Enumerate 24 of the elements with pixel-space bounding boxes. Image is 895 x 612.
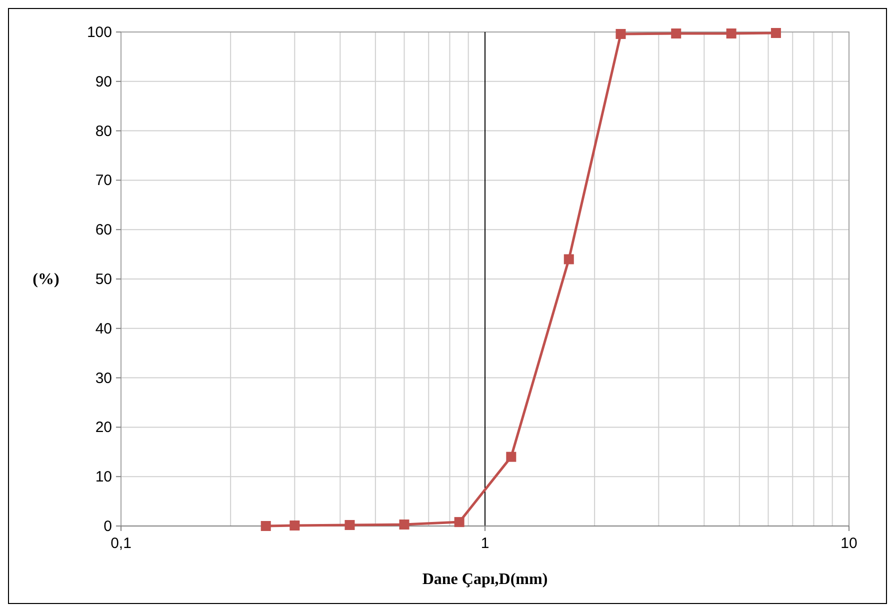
y-tick-label: 0 xyxy=(104,518,112,535)
y-tick-label: 60 xyxy=(95,222,112,239)
y-tick-label: 30 xyxy=(95,370,112,387)
x-tick-label: 10 xyxy=(840,535,858,552)
point xyxy=(726,28,736,38)
y-tick-label: 100 xyxy=(86,24,112,41)
y-axis-title: (%) xyxy=(32,271,60,288)
point xyxy=(454,517,464,528)
point xyxy=(399,520,410,530)
x-tick-label: 0,1 xyxy=(110,535,132,552)
y-tick-label: 40 xyxy=(95,320,112,338)
point xyxy=(290,520,300,531)
point xyxy=(564,254,574,264)
y-tick-label: 90 xyxy=(95,73,112,90)
y-tick-label: 80 xyxy=(95,122,112,140)
y-tick-label: 50 xyxy=(95,271,112,288)
point xyxy=(616,28,626,39)
y-tick-label: 10 xyxy=(95,468,112,486)
x-tick-label: 1 xyxy=(480,535,490,552)
x-axis-title: Dane Çapı,D(mm) xyxy=(422,571,548,588)
y-tick-label: 70 xyxy=(95,172,112,190)
point xyxy=(344,520,355,530)
y-tick-label: 20 xyxy=(95,419,112,436)
point xyxy=(671,28,682,38)
